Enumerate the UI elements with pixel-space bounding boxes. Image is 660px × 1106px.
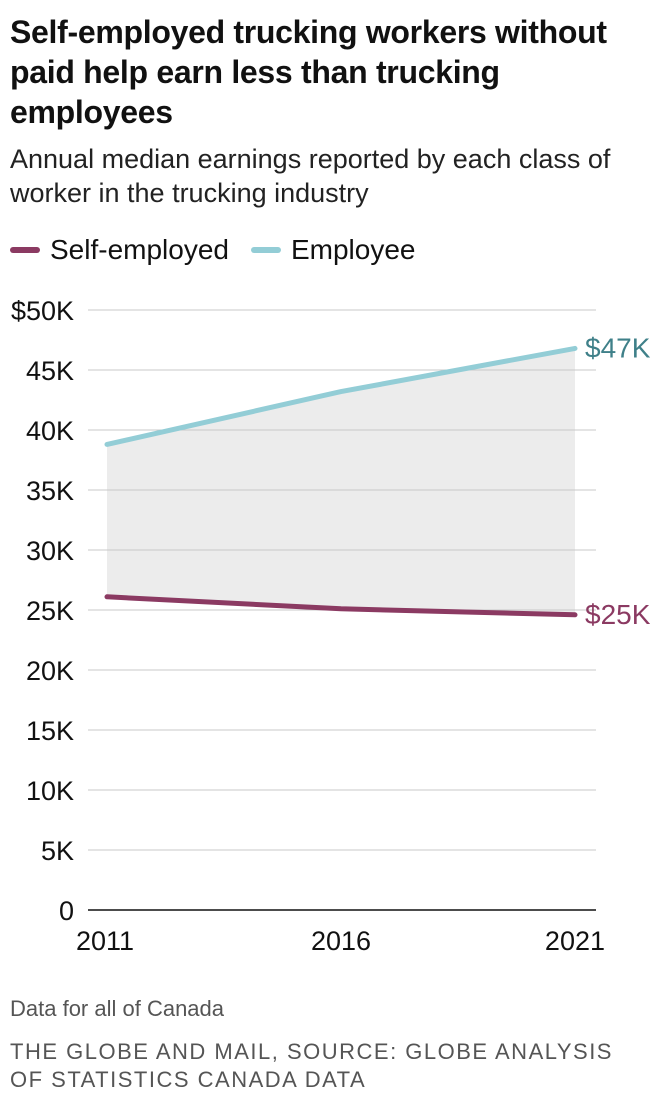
legend-item-self-employed: Self-employed bbox=[10, 234, 229, 266]
legend-item-employee: Employee bbox=[250, 234, 416, 266]
y-tick-label: 45K bbox=[26, 356, 74, 386]
data-note: Data for all of Canada bbox=[10, 996, 225, 1021]
gap-area bbox=[107, 348, 575, 615]
end-value-label: $47K bbox=[585, 332, 651, 363]
y-tick-label: 20K bbox=[26, 656, 74, 686]
y-tick-label: $50K bbox=[11, 296, 74, 326]
x-tick-label: 2011 bbox=[76, 926, 134, 956]
source-credit: THE GLOBE AND MAIL, SOURCE: GLOBE ANALYS… bbox=[10, 1039, 613, 1092]
y-tick-label: 0 bbox=[59, 896, 74, 926]
legend-swatch-self-employed bbox=[10, 247, 40, 253]
legend-label-employee: Employee bbox=[290, 234, 416, 265]
x-tick-label: 2016 bbox=[311, 926, 371, 956]
y-tick-label: 10K bbox=[26, 776, 74, 806]
y-tick-label: 5K bbox=[41, 836, 74, 866]
legend-swatch-employee bbox=[250, 247, 281, 253]
y-tick-label: 30K bbox=[26, 536, 74, 566]
y-tick-label: 15K bbox=[26, 716, 74, 746]
line-chart: 0 5K 10K 15K 20K 25K 30K 35K 40K 45K $50K 2011 2016 2… bbox=[11, 296, 651, 956]
y-tick-label: 40K bbox=[26, 416, 74, 446]
chart-subtitle: Annual median earnings reported by each … bbox=[10, 144, 611, 208]
y-tick-label: 25K bbox=[26, 596, 74, 626]
series-line-self-employed bbox=[104, 594, 578, 618]
y-tick-label: 35K bbox=[26, 476, 74, 506]
chart-title: Self-employed trucking workers without p… bbox=[10, 14, 607, 130]
series-line-employee bbox=[104, 345, 578, 447]
x-tick-label: 2021 bbox=[545, 926, 605, 956]
legend-label-self-employed: Self-employed bbox=[50, 234, 229, 265]
end-value-label: $25K bbox=[585, 599, 651, 630]
legend: Self-employed Employee bbox=[10, 230, 438, 270]
